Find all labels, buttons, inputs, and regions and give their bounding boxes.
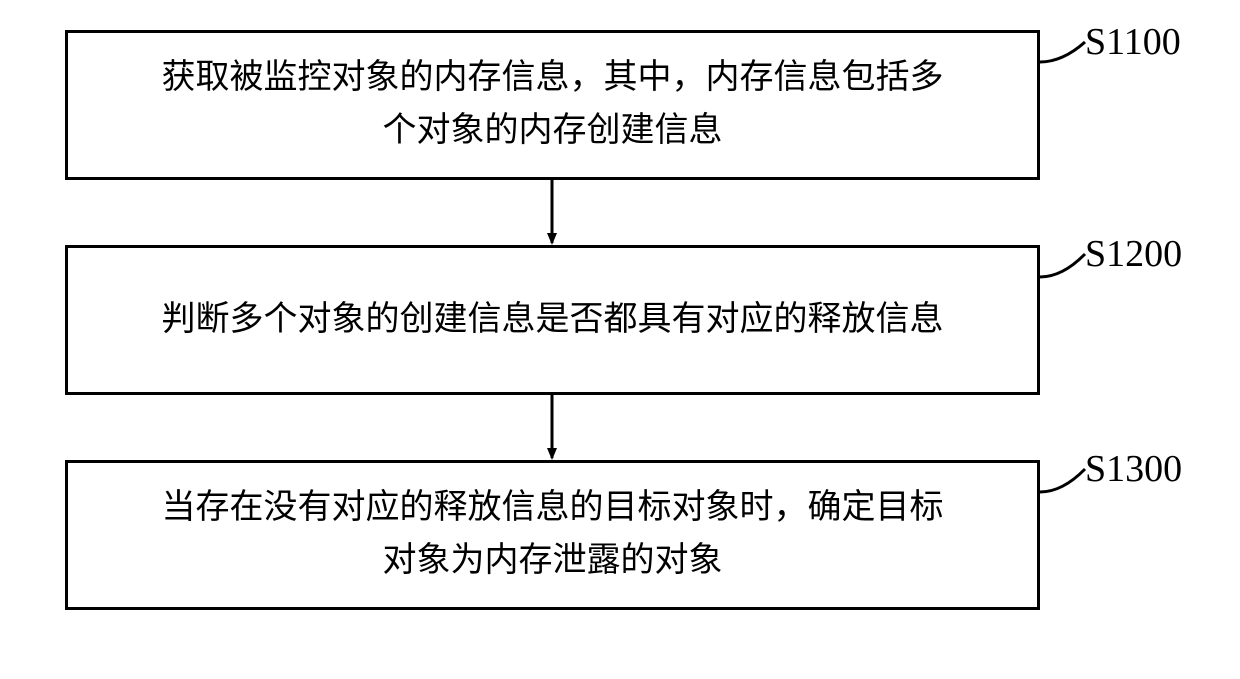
flowchart-canvas: 获取被监控对象的内存信息，其中，内存信息包括多 个对象的内存创建信息 S1100… <box>0 0 1240 679</box>
flow-label-s1100: S1100 <box>1085 20 1181 64</box>
flow-label-s1200: S1200 <box>1085 232 1182 276</box>
flow-node-s1300: 当存在没有对应的释放信息的目标对象时，确定目标 对象为内存泄露的对象 <box>65 460 1040 610</box>
flow-node-s1200: 判断多个对象的创建信息是否都具有对应的释放信息 <box>65 245 1040 395</box>
flow-node-s1200-text: 判断多个对象的创建信息是否都具有对应的释放信息 <box>162 294 944 347</box>
flow-label-s1300: S1300 <box>1085 447 1182 491</box>
flow-node-s1100-text: 获取被监控对象的内存信息，其中，内存信息包括多 个对象的内存创建信息 <box>162 52 944 157</box>
flow-node-s1100: 获取被监控对象的内存信息，其中，内存信息包括多 个对象的内存创建信息 <box>65 30 1040 180</box>
flow-node-s1300-text: 当存在没有对应的释放信息的目标对象时，确定目标 对象为内存泄露的对象 <box>162 482 944 587</box>
